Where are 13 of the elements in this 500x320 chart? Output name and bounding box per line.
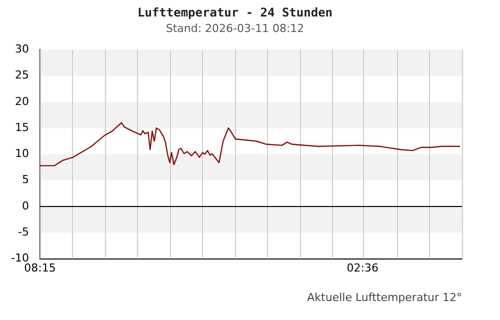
y-tick-label: 15	[14, 120, 29, 134]
y-tick-label: 30	[14, 42, 29, 56]
y-tick-label: 0	[22, 199, 29, 212]
y-tick-label: -5	[18, 226, 29, 239]
y-tick-label: 25	[14, 68, 29, 82]
x-tick-label: 02:36	[346, 261, 378, 274]
x-tick-label: 08:15	[24, 261, 56, 274]
y-tick-label: 10	[14, 147, 29, 160]
text: Aktuelle Lufttemperatur 12°	[307, 290, 462, 304]
chart-subtitle: Stand: 2026-03-11 08:12	[166, 22, 304, 35]
chart-title: Lufttemperatur - 24 Stunden	[137, 5, 333, 20]
y-tick-label: 5	[22, 173, 29, 186]
y-tick-label: 20	[14, 94, 29, 108]
